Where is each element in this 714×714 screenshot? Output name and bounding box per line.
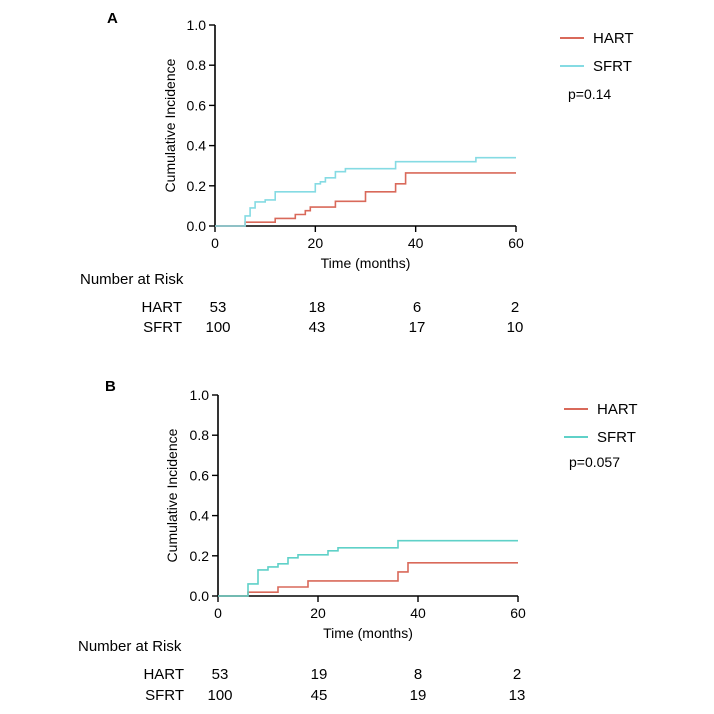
panel-a-x-tick-label: 60: [508, 235, 524, 251]
panel-a-risk-table-title: Number at Risk: [80, 271, 184, 288]
panel-b-x-axis-title: Time (months): [323, 625, 413, 641]
panel-b-y-tick-label: 0.0: [190, 588, 210, 604]
panel-b-risk-cell: 53: [212, 666, 229, 683]
panel-b-p-value: p=0.057: [569, 454, 620, 470]
panel-a-series-hart-line: [215, 172, 516, 227]
panel-a-x-tick-label: 20: [308, 235, 324, 251]
panel-b-y-tick-label: 0.8: [190, 427, 210, 443]
panel-b-risk-cell: 45: [311, 687, 328, 704]
panel-b-risk-row-name: SFRT: [145, 687, 184, 704]
panel-b-x-tick-label: 0: [214, 605, 222, 621]
panel-b-y-tick-label: 0.6: [190, 467, 210, 483]
panel-a-x-tick-label: 0: [211, 235, 219, 251]
panel-a-x-axis-title: Time (months): [321, 255, 411, 271]
panel-a-risk-cell: 6: [413, 299, 421, 316]
panel-b-y-tick-label: 0.4: [190, 508, 210, 524]
panel-b-risk-cell: 19: [311, 666, 328, 683]
panel-a-risk-cell: 18: [309, 299, 326, 316]
panel-b-y-tick-label: 1.0: [190, 387, 210, 403]
panel-b-risk-cell: 13: [509, 687, 526, 704]
panel-a-y-tick-label: 0.6: [187, 97, 207, 113]
panel-b-series-sfrt-line: [218, 539, 518, 597]
panel-a-x-tick-label: 40: [408, 235, 424, 251]
panel-b-risk-cell: 100: [207, 687, 232, 704]
panel-a-y-tick-label: 0.4: [187, 138, 207, 154]
panel-b-x-tick-label: 20: [310, 605, 326, 621]
panel-b-risk-table-title: Number at Risk: [78, 638, 182, 655]
panel-a-risk-cell: 53: [210, 299, 227, 316]
panel-b-x-tick-label: 60: [510, 605, 526, 621]
panel-b-y-tick-label: 0.2: [190, 548, 210, 564]
panel-a-y-axis-title: Cumulative Incidence: [162, 58, 178, 192]
panel-a-series-sfrt-line: [215, 156, 516, 227]
panel-b-y-axis-title: Cumulative Incidence: [164, 428, 180, 562]
panel-a-y-tick-label: 1.0: [187, 17, 207, 33]
panel-b-legend-label-sfrt: SFRT: [597, 429, 636, 446]
panel-a-risk-cell: 17: [409, 319, 426, 336]
panel-a-legend-label-sfrt: SFRT: [593, 58, 632, 75]
panel-a-y-tick-label: 0.0: [187, 218, 207, 234]
panel-b-risk-cell: 2: [513, 666, 521, 683]
panel-b-x-tick-label: 40: [410, 605, 426, 621]
panel-b-label: B: [105, 378, 116, 395]
panel-b-series-hart-line: [218, 562, 518, 597]
panel-b-risk-row-name: HART: [143, 666, 184, 683]
panel-b-risk-cell: 8: [414, 666, 422, 683]
panel-a-risk-cell: 2: [511, 299, 519, 316]
panel-b-risk-cell: 19: [410, 687, 427, 704]
panel-a-label: A: [107, 10, 118, 27]
panel-a-y-tick-label: 0.2: [187, 178, 207, 194]
panel-a-risk-row-name: HART: [141, 299, 182, 316]
panel-a-risk-row-name: SFRT: [143, 319, 182, 336]
panel-a-y-tick-label: 0.8: [187, 57, 207, 73]
panel-a-legend-label-hart: HART: [593, 30, 634, 47]
panel-a-risk-cell: 100: [205, 319, 230, 336]
panel-a-risk-cell: 43: [309, 319, 326, 336]
panel-a-p-value: p=0.14: [568, 86, 611, 102]
panel-b-legend-label-hart: HART: [597, 401, 638, 418]
panel-a-risk-cell: 10: [507, 319, 524, 336]
